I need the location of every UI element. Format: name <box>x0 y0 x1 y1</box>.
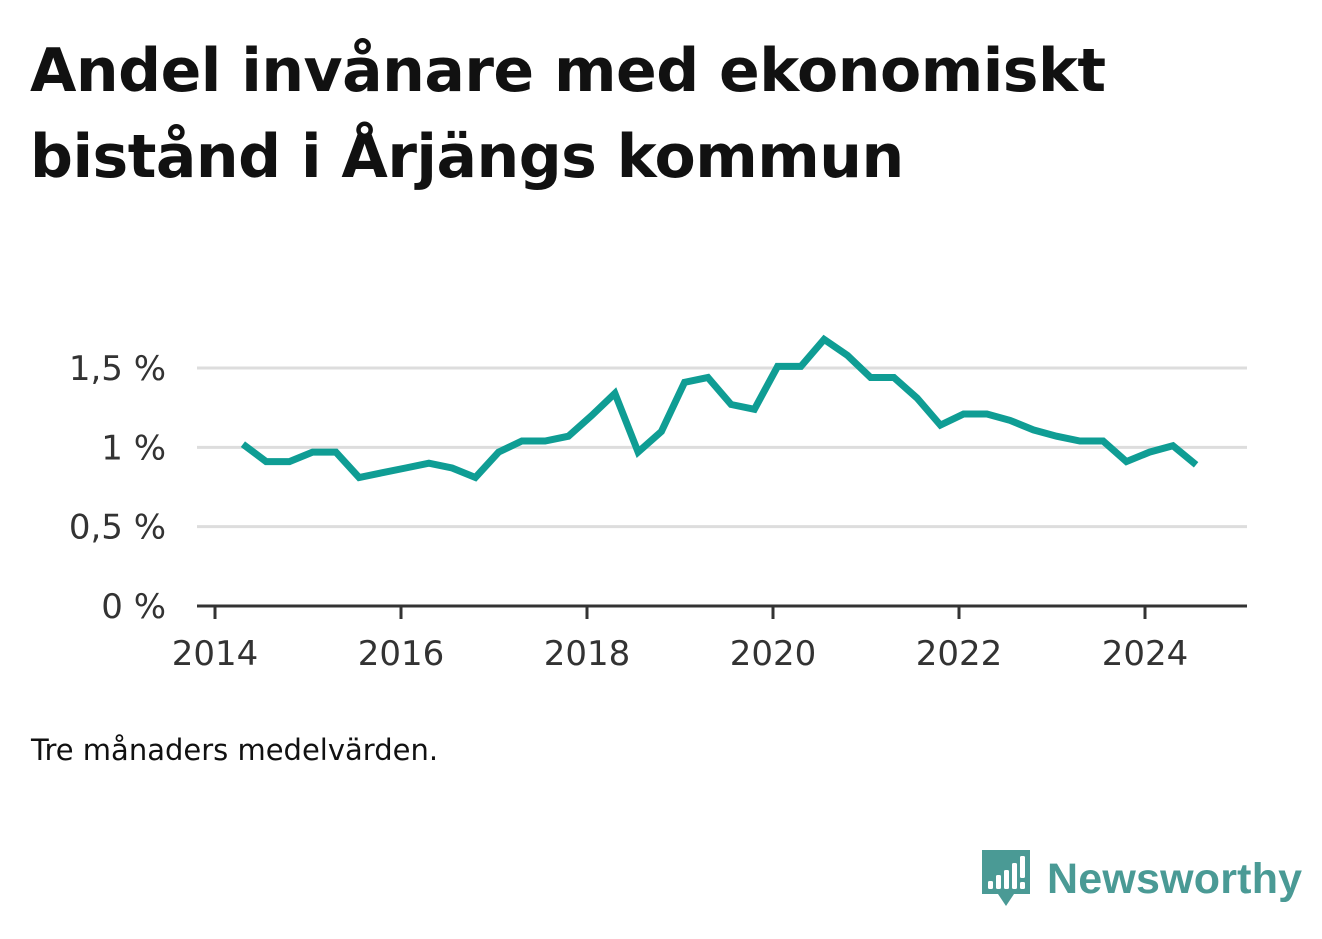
x-tick-label: 2024 <box>1102 634 1189 674</box>
data-point <box>1007 417 1013 423</box>
data-point <box>984 411 990 417</box>
series <box>240 334 1199 482</box>
data-point <box>1170 443 1176 449</box>
data-point <box>519 438 525 444</box>
data-point <box>798 363 804 369</box>
y-tick-label: 0,5 % <box>69 508 166 548</box>
data-point <box>263 459 269 465</box>
x-tick-label: 2020 <box>730 634 817 674</box>
data-point <box>496 449 502 455</box>
brand-logo: Newsworthy <box>980 848 1302 910</box>
y-tick-label: 1,5 % <box>69 349 166 389</box>
x-tick-label: 2022 <box>916 634 1003 674</box>
data-point <box>1100 438 1106 444</box>
data-point <box>1030 427 1036 433</box>
data-point <box>1077 438 1083 444</box>
data-point <box>542 438 548 444</box>
data-point <box>868 375 874 381</box>
data-point <box>751 406 757 412</box>
chart-title: Andel invånare med ekonomiskt bistånd i … <box>30 36 1106 192</box>
data-point <box>775 363 781 369</box>
brand-name: Newsworthy <box>1047 854 1303 903</box>
y-tick-label: 0 % <box>101 587 166 627</box>
data-point <box>682 379 688 385</box>
footnote: Tre månaders medelvärden. <box>31 733 439 767</box>
x-tick-label: 2014 <box>172 634 259 674</box>
data-point <box>961 411 967 417</box>
data-point <box>240 441 246 447</box>
data-point <box>310 449 316 455</box>
data-point <box>589 413 595 419</box>
data-point <box>891 375 897 381</box>
x-axis-tick-labels: 2014 2016 2018 2020 2022 2024 <box>172 634 1189 674</box>
data-point <box>286 459 292 465</box>
data-point <box>356 474 362 480</box>
gridlines <box>197 366 1247 529</box>
data-point <box>565 433 571 439</box>
data-point <box>1054 433 1060 439</box>
data-point <box>472 474 478 480</box>
data-point <box>403 465 409 471</box>
x-axis <box>197 604 1247 619</box>
data-point <box>449 465 455 471</box>
data-point <box>658 428 664 434</box>
data-point <box>612 390 618 396</box>
data-point <box>705 375 711 381</box>
data-point <box>914 395 920 401</box>
data-point <box>1193 462 1199 468</box>
bar-chart-speech-bubble-icon <box>982 850 1030 906</box>
data-point <box>728 401 734 407</box>
data-point <box>379 470 385 476</box>
data-point <box>821 336 827 342</box>
data-point <box>426 460 432 466</box>
y-axis-tick-labels: 0 % 0,5 % 1 % 1,5 % <box>69 349 166 627</box>
data-point <box>333 449 339 455</box>
x-tick-label: 2018 <box>544 634 631 674</box>
data-point <box>937 422 943 428</box>
series-line <box>240 334 1199 482</box>
data-point <box>1123 459 1129 465</box>
data-point <box>635 449 641 455</box>
x-tick-label: 2016 <box>358 634 445 674</box>
data-point <box>844 352 850 358</box>
y-tick-label: 1 % <box>101 428 166 468</box>
data-point <box>1147 449 1153 455</box>
